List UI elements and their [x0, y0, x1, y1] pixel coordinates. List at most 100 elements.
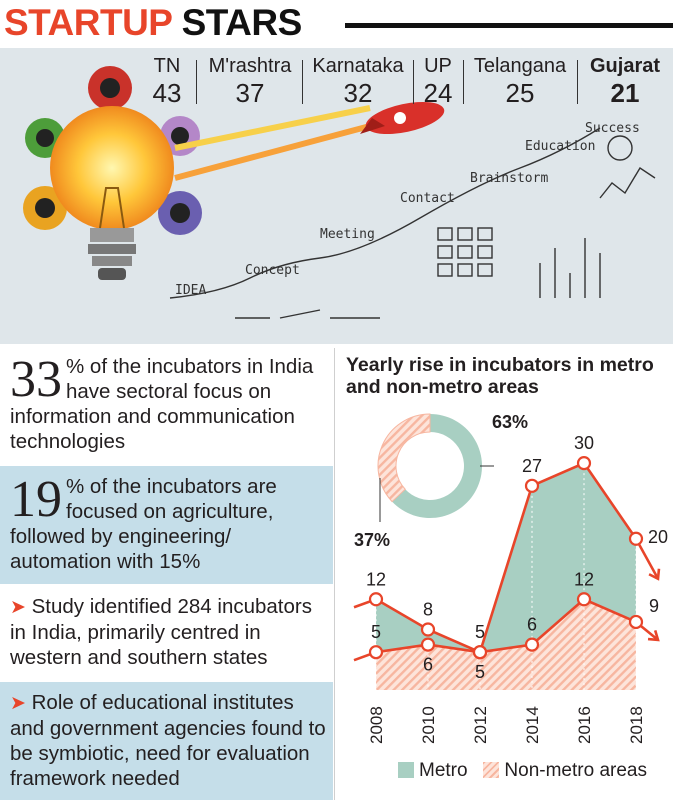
page-title: STARTUP STARS: [4, 0, 302, 46]
divider: [196, 60, 197, 104]
arrow-icon: [648, 568, 661, 581]
hero-illustration: IDEA Concept Meeting Contact Brainstorm …: [0, 48, 673, 344]
fact-text: % of the incubators are focused on agric…: [10, 475, 277, 573]
data-label: 6: [423, 655, 433, 675]
divider: [463, 60, 464, 104]
divider: [413, 60, 414, 104]
nonmetro-point: [628, 614, 644, 630]
doodle-label: Brainstorm: [470, 171, 548, 186]
data-label: 27: [522, 456, 542, 476]
state-name: TN: [153, 55, 181, 77]
metro-point: [420, 622, 436, 637]
data-label: 6: [527, 615, 537, 635]
data-label: 8: [423, 600, 433, 620]
state-value: 25: [505, 78, 535, 108]
x-tick-label: 2012: [471, 706, 490, 744]
pie-slice: [392, 414, 482, 518]
data-label: 9: [649, 596, 659, 616]
divider: [577, 60, 578, 104]
state-stat: Karnataka 32: [306, 54, 410, 112]
nonmetro-line: [353, 597, 659, 662]
doodle-label: IDEA: [175, 283, 206, 298]
title-part1: STARTUP: [4, 2, 172, 43]
title-part2: STARS: [181, 2, 303, 43]
nonmetro-point: [420, 637, 436, 652]
legend-label: Metro: [419, 760, 468, 781]
metro-point: [524, 478, 540, 493]
x-tick-label: 2010: [419, 706, 438, 744]
state-name: Telangana: [473, 55, 567, 77]
arrow-icon: ➤: [10, 693, 26, 714]
doodle-label: Education: [525, 139, 595, 154]
fact-item: 19% of the incubators are focused on agr…: [0, 466, 333, 584]
data-label: 12: [574, 569, 594, 589]
x-tick-label: 2016: [575, 706, 594, 744]
pie-label: 63%: [492, 412, 528, 432]
nonmetro-point: [576, 592, 592, 607]
rocket-icon: [174, 101, 445, 181]
doodle-label: Meeting: [320, 227, 375, 242]
column-divider: [334, 348, 335, 800]
area-chart: 12 8 5 27 30 20 5 6 5 6 12 9 2008 2010 2012 2014 2016 201…: [353, 433, 668, 744]
state-value: 43: [152, 78, 182, 108]
doodle-icon: [169, 127, 656, 319]
state-stat: M'rashtra 37: [200, 54, 300, 112]
nonmetro-area: [376, 599, 636, 690]
state-stat: TN 43: [140, 54, 194, 112]
fact-item: 33% of the incubators in India have sect…: [0, 348, 333, 462]
data-label: 30: [574, 433, 594, 453]
nonmetro-point: [472, 645, 488, 660]
doodle-label: Concept: [245, 263, 300, 278]
state-value: 32: [343, 78, 373, 108]
state-value: 24: [423, 78, 453, 108]
lightbulb-icon: [50, 106, 174, 280]
metro-point: [576, 456, 592, 471]
x-tick-label: 2018: [627, 706, 646, 744]
state-stats: TN 43 M'rashtra 37 Karnataka 32 UP 24 Te…: [140, 54, 670, 112]
legend-swatch: [483, 762, 500, 778]
x-tick-label: 2014: [523, 706, 542, 744]
state-value: 37: [235, 78, 265, 108]
state-stat: Gujarat 21: [581, 54, 669, 112]
title-rule: [345, 23, 673, 28]
state-name: Gujarat: [589, 55, 661, 77]
x-tick-label: 2008: [367, 706, 386, 744]
data-label: 5: [475, 662, 485, 682]
chart-title: Yearly rise in incubators in metro and n…: [346, 354, 654, 398]
incubator-chart: 63% 37% 12 8 5 27 30 20 5 6 5 6 12 9 2008 2010 2012 2014…: [353, 412, 668, 744]
nonmetro-point: [524, 637, 540, 652]
arrow-icon: [647, 629, 660, 642]
fact-big-number: 33: [10, 351, 62, 408]
legend-label: Non-metro areas: [504, 760, 647, 781]
data-label: 5: [371, 622, 381, 642]
state-name: UP: [424, 55, 452, 77]
donut-chart: 63% 37%: [354, 412, 528, 550]
fact-item: ➤ Study identified 284 incubators in Ind…: [0, 588, 333, 680]
state-name: Karnataka: [312, 55, 404, 77]
fact-text: % of the incubators in India have sector…: [10, 355, 314, 453]
people-icon: [23, 66, 202, 235]
metro-point: [368, 592, 384, 607]
metro-line: [353, 461, 660, 654]
metro-point: [628, 531, 644, 546]
arrow-icon: ➤: [10, 597, 26, 618]
divider: [302, 60, 303, 104]
fact-text: Role of educational institutes and gover…: [10, 691, 326, 790]
doodle-label: Success: [585, 121, 640, 136]
data-label: 20: [648, 527, 668, 547]
chart-legend: Metro Non-metro areas: [398, 760, 647, 782]
pie-label: 37%: [354, 530, 390, 550]
state-name: M'rashtra: [208, 55, 292, 77]
fact-item: ➤ Role of educational institutes and gov…: [0, 682, 333, 800]
startup-illustration: IDEA Concept Meeting Contact Brainstorm …: [23, 66, 656, 319]
data-label: 12: [366, 569, 386, 589]
state-value: 21: [610, 78, 640, 108]
nonmetro-point: [368, 645, 384, 660]
fact-big-number: 19: [10, 471, 62, 528]
doodle-label: Contact: [400, 191, 455, 206]
fact-text: Study identified 284 incubators in India…: [10, 595, 312, 669]
legend-swatch: [398, 762, 414, 778]
state-stat: Telangana 25: [467, 54, 573, 112]
pie-slice: [377, 413, 431, 503]
state-stat: UP 24: [417, 54, 459, 112]
